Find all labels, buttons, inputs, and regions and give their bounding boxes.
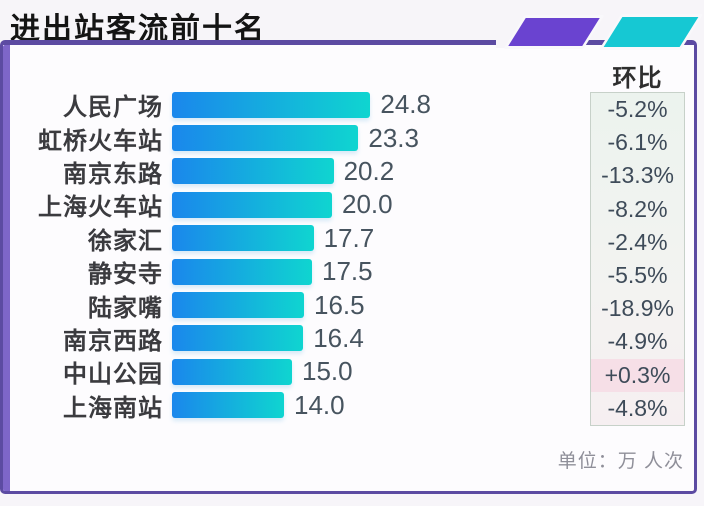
bar-row: 静安寺 17.5: [10, 255, 585, 288]
huanbi-value: -18.9%: [601, 295, 674, 322]
huanbi-column-header: 环比: [612, 65, 663, 92]
station-label: 南京东路: [63, 160, 163, 188]
huanbi-value: -4.9%: [607, 328, 668, 355]
bar: [172, 225, 314, 252]
bar-row: 南京西路 16.4: [10, 322, 585, 355]
huanbi-value: -4.8%: [607, 394, 668, 421]
bar: [172, 91, 371, 118]
huanbi-value: -8.2%: [607, 195, 668, 222]
bar-value: 17.7: [323, 222, 375, 253]
bar-chart: 人民广场 24.8 虹桥火车站 23.3 南京东路 20.2 上海火车站 20.0 徐家汇 17.…: [10, 88, 585, 422]
bar-value: 24.8: [380, 89, 431, 120]
station-label: 徐家汇: [88, 227, 163, 255]
bar-row: 徐家汇 17.7: [10, 222, 585, 255]
bar: [172, 258, 312, 285]
bar-row: 上海南站 14.0: [10, 389, 585, 422]
huanbi-value: -13.3%: [601, 162, 674, 189]
bar-row: 人民广场 24.8: [10, 88, 585, 121]
huanbi-value: +0.3%: [591, 358, 684, 392]
station-label: 人民广场: [63, 94, 163, 122]
bar-row: 陆家嘴 16.5: [10, 288, 585, 322]
bar-value: 23.3: [368, 122, 419, 153]
bar-value: 20.0: [342, 189, 393, 220]
bar-row: 南京东路 20.2: [10, 155, 585, 188]
station-label: 中山公园: [63, 361, 163, 389]
bar: [172, 191, 332, 218]
bar: [172, 158, 334, 185]
unit-note: 单位：万 人次: [557, 451, 684, 472]
station-label: 陆家嘴: [88, 294, 163, 322]
bar: [172, 292, 304, 319]
huanbi-value: -2.4%: [607, 228, 668, 255]
station-label: 上海南站: [63, 394, 163, 422]
bar: [172, 325, 304, 352]
huanbi-values-box: -5.2% -6.1% -13.3% -8.2% -2.4% -5.5% -18.9% -4.…: [590, 92, 685, 426]
bar: [172, 125, 359, 152]
bar-row: 上海火车站 20.0: [10, 188, 585, 221]
station-label: 南京西路: [63, 327, 163, 355]
bar: [172, 358, 292, 385]
station-label: 静安寺: [88, 261, 163, 289]
bar-value: 16.5: [314, 289, 365, 320]
bar-value: 14.0: [294, 389, 345, 420]
huanbi-value: -6.1%: [607, 129, 668, 156]
bar-row: 虹桥火车站 23.3: [10, 121, 585, 155]
bar-row: 中山公园 15.0: [10, 355, 585, 388]
station-label: 虹桥火车站: [38, 127, 163, 155]
bar-value: 20.2: [343, 155, 395, 186]
huanbi-value: -5.5%: [607, 261, 668, 288]
bar: [172, 392, 284, 419]
bar-value: 17.5: [322, 256, 373, 287]
huanbi-value: -5.2%: [607, 96, 668, 122]
frame-left-strip: [3, 45, 10, 491]
bar-value: 15.0: [302, 356, 353, 387]
bar-value: 16.4: [313, 322, 364, 353]
station-label: 上海火车站: [38, 194, 163, 222]
